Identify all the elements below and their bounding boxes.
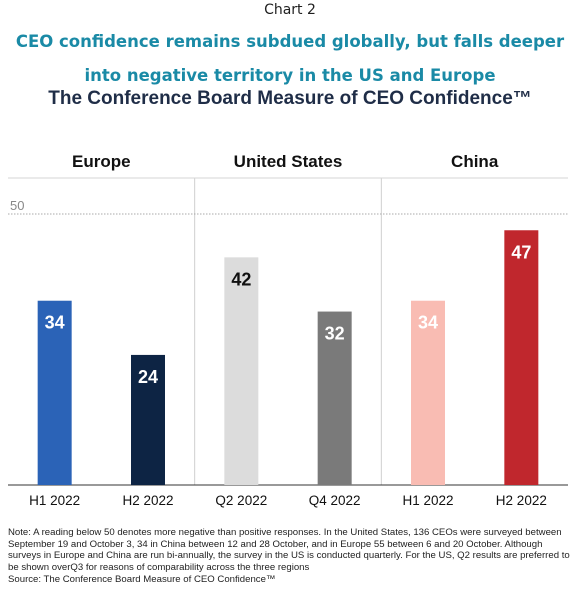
x-tick-label: H2 2022 bbox=[122, 493, 173, 508]
bar-value-label: 34 bbox=[45, 313, 65, 333]
x-tick-label: Q4 2022 bbox=[309, 493, 361, 508]
x-tick-label: H2 2022 bbox=[496, 493, 547, 508]
bar bbox=[411, 300, 445, 485]
bar bbox=[224, 257, 259, 485]
bar bbox=[37, 300, 72, 485]
bar-chart: Europe United States China 50 34 H1 2022 24 H2 … bbox=[8, 152, 568, 508]
chart-number-label: Chart 2 bbox=[264, 2, 316, 18]
group-title: Europe bbox=[72, 152, 131, 171]
footnote: Note: A reading below 50 denotes more ne… bbox=[8, 527, 570, 573]
x-tick-label: Q2 2022 bbox=[215, 493, 267, 508]
chart-title: The Conference Board Measure of CEO Conf… bbox=[48, 88, 532, 109]
bar-value-label: 34 bbox=[418, 313, 438, 333]
bar-value-label: 24 bbox=[138, 367, 158, 387]
bar-value-label: 42 bbox=[231, 269, 251, 289]
source-line: Source: The Conference Board Measure of … bbox=[8, 574, 276, 585]
group-title: China bbox=[451, 152, 499, 171]
bar bbox=[504, 230, 539, 485]
bar-value-label: 32 bbox=[325, 324, 345, 344]
bar bbox=[131, 354, 165, 485]
group-title: United States bbox=[234, 152, 343, 171]
x-tick-label: H1 2022 bbox=[29, 493, 80, 508]
bar bbox=[317, 311, 352, 485]
chart-subtitle: CEO confidence remains subdued globally,… bbox=[15, 32, 565, 85]
x-tick-label: H1 2022 bbox=[402, 493, 453, 508]
reference-line-label: 50 bbox=[10, 198, 24, 213]
bar-value-label: 47 bbox=[511, 242, 531, 262]
